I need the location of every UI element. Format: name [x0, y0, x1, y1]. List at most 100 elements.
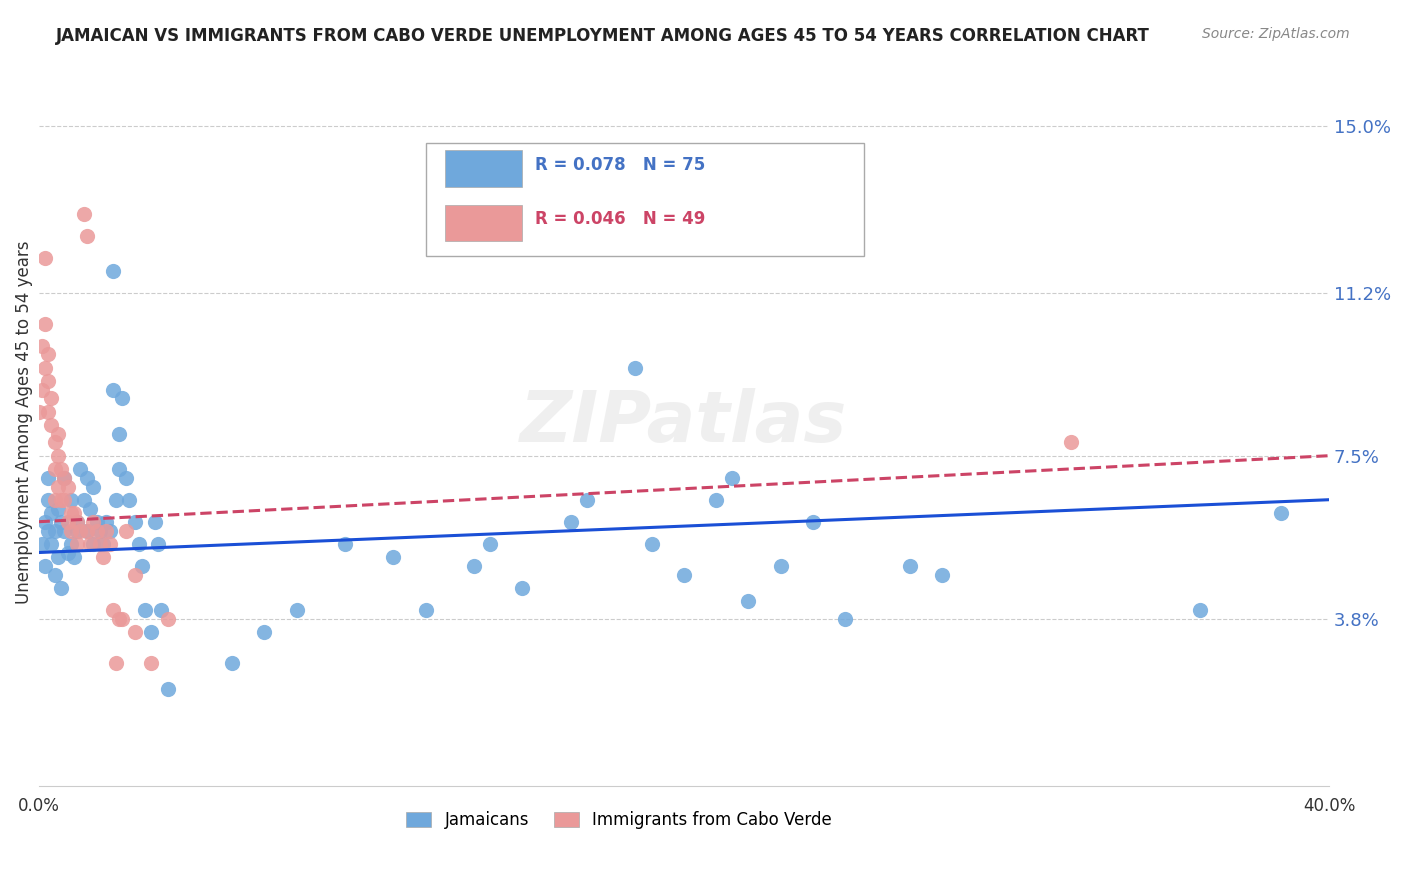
- Point: [34, 360, 56, 375]
- Point: [221, 656, 243, 670]
- Point: [37, 405, 59, 419]
- Point: [141, 624, 163, 639]
- Point: [66, 537, 89, 551]
- Point: [27, 405, 49, 419]
- Point: [46, 449, 69, 463]
- Point: [1060, 435, 1083, 450]
- Point: [118, 492, 141, 507]
- Point: [128, 537, 150, 551]
- Point: [141, 656, 163, 670]
- Point: [575, 492, 598, 507]
- Point: [124, 624, 146, 639]
- Point: [704, 492, 727, 507]
- Point: [253, 624, 276, 639]
- Point: [56, 479, 79, 493]
- Point: [46, 549, 69, 564]
- Point: [111, 392, 134, 406]
- Point: [53, 471, 76, 485]
- Point: [108, 462, 131, 476]
- Point: [108, 611, 131, 625]
- Point: [124, 515, 146, 529]
- Point: [114, 471, 136, 485]
- Point: [131, 558, 153, 573]
- Point: [41, 537, 63, 551]
- Point: [63, 549, 86, 564]
- Point: [108, 426, 131, 441]
- Point: [672, 567, 695, 582]
- Point: [37, 347, 59, 361]
- Text: Source: ZipAtlas.com: Source: ZipAtlas.com: [1202, 27, 1350, 41]
- Point: [56, 515, 79, 529]
- Point: [134, 603, 156, 617]
- Point: [31, 339, 53, 353]
- Point: [69, 524, 91, 538]
- Point: [31, 537, 53, 551]
- Point: [156, 611, 179, 625]
- Point: [44, 567, 66, 582]
- Point: [333, 537, 356, 551]
- Point: [146, 537, 169, 551]
- Point: [37, 374, 59, 388]
- Point: [76, 228, 98, 243]
- Point: [82, 479, 104, 493]
- Point: [898, 558, 921, 573]
- Point: [560, 515, 582, 529]
- Point: [73, 492, 96, 507]
- Point: [415, 603, 437, 617]
- Text: 0.0%: 0.0%: [18, 797, 59, 814]
- Point: [41, 392, 63, 406]
- Point: [104, 656, 127, 670]
- Point: [82, 515, 104, 529]
- Legend: Jamaicans, Immigrants from Cabo Verde: Jamaicans, Immigrants from Cabo Verde: [399, 805, 839, 836]
- Point: [44, 435, 66, 450]
- Point: [91, 537, 114, 551]
- Point: [37, 492, 59, 507]
- Point: [53, 524, 76, 538]
- Point: [41, 417, 63, 432]
- Text: R = 0.046   N = 49: R = 0.046 N = 49: [536, 211, 706, 228]
- Point: [1188, 603, 1211, 617]
- Point: [37, 524, 59, 538]
- Point: [66, 515, 89, 529]
- Text: R = 0.078   N = 75: R = 0.078 N = 75: [536, 156, 706, 174]
- Point: [46, 426, 69, 441]
- Point: [931, 567, 953, 582]
- Point: [89, 524, 111, 538]
- Point: [31, 383, 53, 397]
- Point: [737, 594, 759, 608]
- Point: [34, 317, 56, 331]
- Point: [156, 681, 179, 696]
- Point: [46, 479, 69, 493]
- Point: [86, 524, 108, 538]
- Point: [59, 506, 82, 520]
- Point: [111, 611, 134, 625]
- Point: [143, 515, 166, 529]
- Point: [98, 524, 121, 538]
- Point: [34, 515, 56, 529]
- Point: [73, 207, 96, 221]
- Point: [285, 603, 308, 617]
- Point: [79, 537, 101, 551]
- Point: [98, 537, 121, 551]
- Point: [512, 581, 534, 595]
- Point: [34, 251, 56, 265]
- Point: [76, 524, 98, 538]
- Point: [382, 549, 405, 564]
- Point: [49, 492, 72, 507]
- Point: [463, 558, 485, 573]
- Point: [834, 611, 856, 625]
- Point: [150, 603, 173, 617]
- Point: [721, 471, 744, 485]
- Point: [91, 549, 114, 564]
- Point: [63, 506, 86, 520]
- Point: [44, 524, 66, 538]
- Point: [56, 545, 79, 559]
- Point: [124, 567, 146, 582]
- Point: [44, 492, 66, 507]
- Point: [479, 537, 502, 551]
- Point: [59, 524, 82, 538]
- Point: [114, 524, 136, 538]
- Point: [37, 471, 59, 485]
- Point: [801, 515, 824, 529]
- FancyBboxPatch shape: [426, 143, 865, 256]
